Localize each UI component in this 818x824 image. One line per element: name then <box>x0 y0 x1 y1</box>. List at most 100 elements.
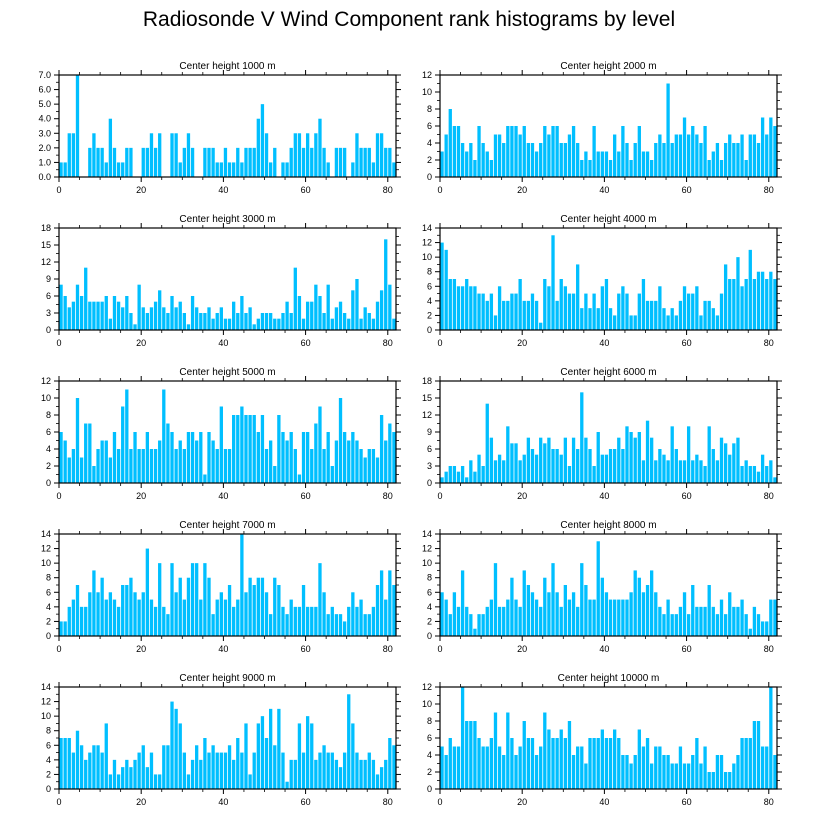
bar <box>473 721 477 789</box>
bar <box>219 307 223 330</box>
bar <box>707 160 711 177</box>
bar <box>460 466 465 483</box>
y-tick-label: 0 <box>46 325 51 335</box>
bar <box>715 755 720 789</box>
bar <box>236 147 240 177</box>
bar <box>215 752 219 789</box>
bar <box>744 160 748 177</box>
bar <box>71 599 76 636</box>
panel-3: Center height 3000 m 0 3 6 9 12 15 18 0 20 40 60 80 <box>41 214 401 348</box>
y-tick-label: 6 <box>46 587 51 597</box>
bar <box>158 774 162 789</box>
bar <box>174 708 178 789</box>
bar <box>670 614 674 636</box>
panel-title: Center height 7000 m <box>179 520 275 531</box>
bar <box>481 614 485 636</box>
bar <box>388 738 392 789</box>
bar <box>190 147 195 177</box>
bar <box>190 296 195 330</box>
bar <box>760 271 765 330</box>
bar <box>440 242 444 330</box>
bar <box>460 570 465 636</box>
bar <box>112 296 117 330</box>
bar <box>125 147 129 177</box>
bar <box>310 606 314 636</box>
bar <box>371 606 376 636</box>
y-tick-label: 12 <box>41 376 51 386</box>
bar <box>695 286 699 330</box>
bar <box>691 293 695 330</box>
bar <box>617 293 621 330</box>
y-tick-label: 0 <box>46 784 51 794</box>
bar <box>84 759 88 789</box>
bar <box>342 313 347 330</box>
bar <box>518 279 522 330</box>
bar <box>596 541 600 636</box>
bar <box>551 738 555 789</box>
bar <box>732 606 736 636</box>
bar <box>326 432 330 483</box>
bar <box>477 454 481 483</box>
bar <box>363 147 367 177</box>
bar <box>773 477 777 483</box>
bar <box>289 147 293 177</box>
bar <box>363 307 367 330</box>
x-tick-label: 40 <box>599 491 609 501</box>
bar <box>452 746 457 789</box>
bar <box>203 563 207 636</box>
x-tick-label: 20 <box>517 185 527 195</box>
bar <box>592 293 596 330</box>
x-tick-label: 40 <box>218 491 228 501</box>
bar <box>92 466 96 483</box>
bar <box>211 440 215 483</box>
bar <box>695 134 699 177</box>
bar <box>526 738 531 789</box>
bar <box>240 534 244 636</box>
bar <box>195 563 199 636</box>
bar <box>440 746 444 789</box>
bar <box>625 293 629 330</box>
bar <box>448 614 452 636</box>
bar <box>297 133 302 177</box>
bar <box>260 716 265 789</box>
bar <box>592 738 596 789</box>
bar <box>641 151 646 177</box>
bar <box>384 147 388 177</box>
bar <box>596 738 600 789</box>
bar <box>170 563 174 636</box>
bar <box>773 126 777 177</box>
bar <box>92 133 96 177</box>
bar <box>497 746 502 789</box>
bar <box>108 318 113 330</box>
bar <box>100 147 104 177</box>
bar <box>264 449 269 483</box>
y-tick-label: 8 <box>427 716 432 726</box>
bar <box>268 708 273 789</box>
bar <box>141 745 145 789</box>
bar <box>608 738 613 789</box>
bar <box>190 563 195 636</box>
bar <box>662 454 666 483</box>
bar <box>719 293 724 330</box>
bar <box>268 162 273 177</box>
bar <box>260 577 265 636</box>
bar <box>277 708 281 789</box>
bar <box>75 284 80 330</box>
bar <box>530 143 535 177</box>
bar <box>489 738 494 789</box>
bar <box>522 721 526 789</box>
bar <box>514 599 518 636</box>
bar <box>703 300 707 330</box>
bar <box>460 687 465 789</box>
bar <box>658 449 662 483</box>
bar <box>452 126 457 177</box>
bar <box>318 296 322 330</box>
bar <box>227 585 232 636</box>
bar <box>285 162 289 177</box>
bar <box>571 126 576 177</box>
x-tick-label: 80 <box>764 644 774 654</box>
y-tick-label: 6 <box>427 281 432 291</box>
bar <box>682 286 687 330</box>
y-tick-label: 4 <box>46 444 51 454</box>
bar <box>108 457 113 483</box>
